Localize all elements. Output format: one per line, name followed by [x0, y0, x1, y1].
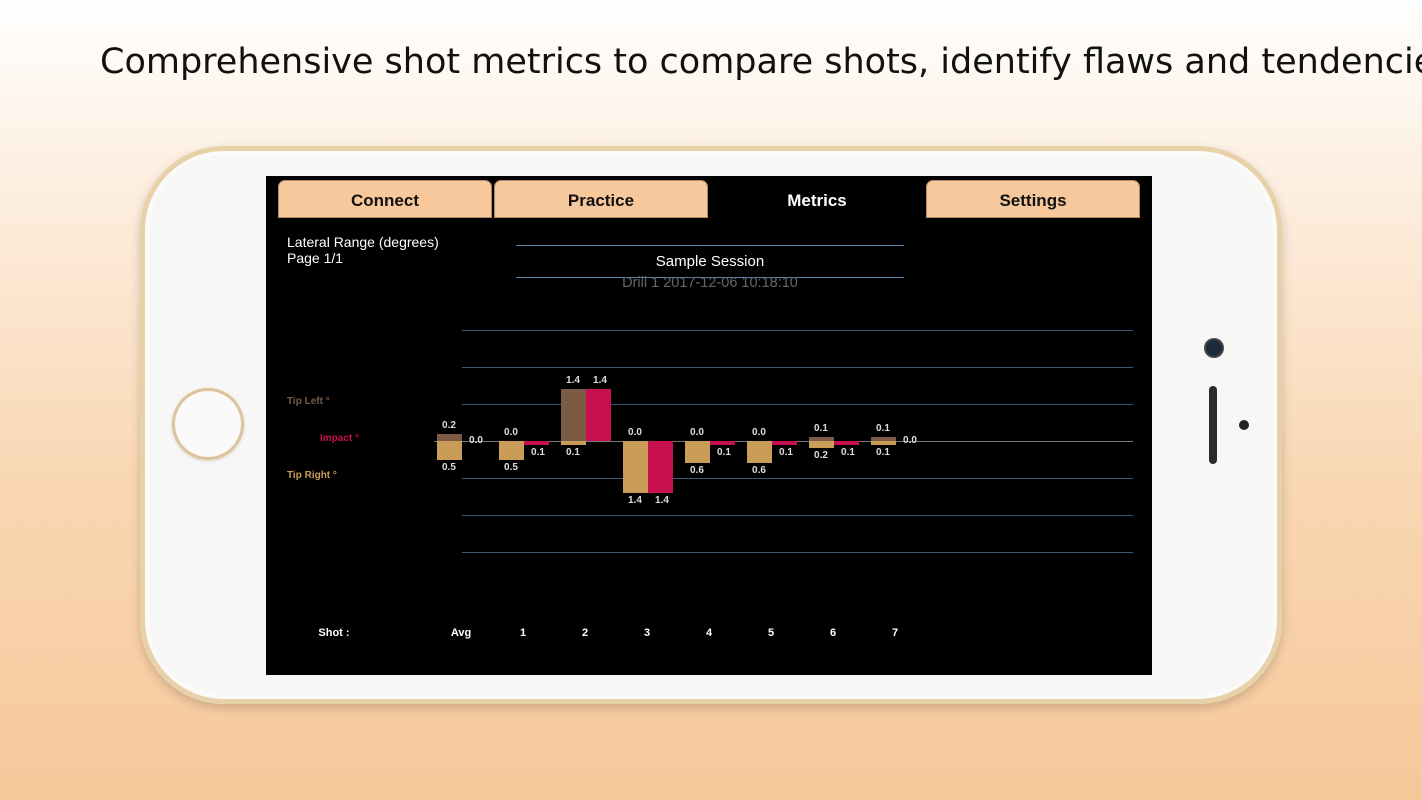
impact-value: 0.0	[469, 435, 483, 446]
tip-right-value: 1.4	[628, 494, 642, 506]
proximity-sensor	[1239, 420, 1249, 430]
tip-right-bar	[561, 441, 586, 445]
tip-right-bar	[437, 441, 462, 460]
shot-tick-label: 5	[767, 627, 775, 639]
metric-title: Lateral Range (degrees)	[287, 234, 439, 250]
impact-bar	[586, 389, 611, 441]
tip-right-value: 0.1	[876, 446, 890, 458]
tip-right-value: 0.6	[752, 465, 766, 477]
tip-left-value: 0.0	[752, 427, 766, 438]
session-divider-top	[516, 245, 904, 246]
front-camera	[1206, 340, 1222, 356]
grid-line	[462, 552, 1133, 553]
shot-axis-label: Shot :	[318, 627, 350, 639]
legend-impact: Impact °	[320, 433, 360, 444]
shot-tick-label: 4	[705, 627, 713, 639]
shot-tick-label: 1	[519, 627, 527, 639]
tab-metrics[interactable]: Metrics	[710, 180, 924, 218]
app-screen: Connect Practice Metrics Settings Latera…	[266, 176, 1152, 675]
impact-bar	[834, 441, 859, 445]
page-indicator: Page 1/1	[287, 250, 344, 266]
grid-line	[462, 367, 1133, 368]
tip-left-bar	[437, 433, 462, 441]
lateral-range-chart: 0.2 0.5 0.0 Avg 0.0 0.5 0.1 1 1.4 0.1 1.4 2 0.0 1.4 1.…	[266, 176, 1152, 675]
tip-left-bar	[561, 389, 586, 441]
session-divider-bottom	[516, 277, 904, 278]
impact-value: 0.1	[531, 446, 545, 458]
impact-value: 0.0	[903, 435, 917, 446]
shot-tick-label: 3	[643, 627, 651, 639]
grid-line	[462, 515, 1133, 516]
impact-value: 0.1	[841, 446, 855, 458]
legend-tip-right: Tip Right °	[287, 470, 337, 481]
promo-caption: Comprehensive shot metrics to compare sh…	[100, 42, 1422, 82]
grid-line	[462, 330, 1133, 331]
tip-right-bar	[747, 441, 772, 464]
tip-left-value: 0.0	[690, 427, 704, 438]
tip-right-bar	[809, 441, 834, 449]
tip-right-value: 0.5	[442, 461, 456, 473]
tip-right-bar	[623, 441, 648, 493]
impact-value: 0.1	[779, 446, 793, 458]
impact-value: 0.1	[717, 446, 731, 458]
impact-bar	[648, 441, 673, 493]
tip-left-value: 0.0	[628, 427, 642, 438]
tip-left-value: 0.1	[814, 423, 828, 435]
shot-tick-label: 7	[891, 627, 899, 639]
tip-right-bar	[685, 441, 710, 464]
shot-tick-label: 2	[581, 627, 589, 639]
tip-left-value: 0.2	[442, 419, 456, 431]
shot-tick-label: Avg	[450, 627, 472, 639]
tip-left-value: 0.1	[876, 423, 890, 435]
tip-right-bar	[871, 441, 896, 445]
tip-right-value: 0.2	[814, 450, 828, 462]
impact-bar	[772, 441, 797, 445]
home-button[interactable]	[172, 388, 244, 460]
drill-label: Drill 1 2017-12-06 10:18:10	[622, 275, 798, 291]
impact-bar	[524, 441, 549, 445]
tip-left-bar	[809, 437, 834, 441]
legend-tip-left: Tip Left °	[287, 396, 330, 407]
tip-right-value: 0.5	[504, 461, 518, 473]
grid-line	[462, 404, 1133, 405]
tip-left-value: 1.4	[566, 375, 580, 387]
shot-tick-label: 6	[829, 627, 837, 639]
tab-settings[interactable]: Settings	[926, 180, 1140, 218]
tab-connect[interactable]: Connect	[278, 180, 492, 218]
impact-bar	[710, 441, 735, 445]
tab-practice[interactable]: Practice	[494, 180, 708, 218]
impact-value: 1.4	[655, 494, 669, 506]
tip-right-value: 0.6	[690, 465, 704, 477]
impact-value: 1.4	[593, 375, 607, 387]
tip-left-bar	[871, 437, 896, 441]
earpiece-speaker	[1209, 386, 1217, 464]
tip-right-bar	[499, 441, 524, 460]
session-title: Sample Session	[655, 253, 765, 270]
grid-line	[462, 478, 1133, 479]
tip-left-value: 0.0	[504, 427, 518, 438]
tip-right-value: 0.1	[566, 446, 580, 458]
